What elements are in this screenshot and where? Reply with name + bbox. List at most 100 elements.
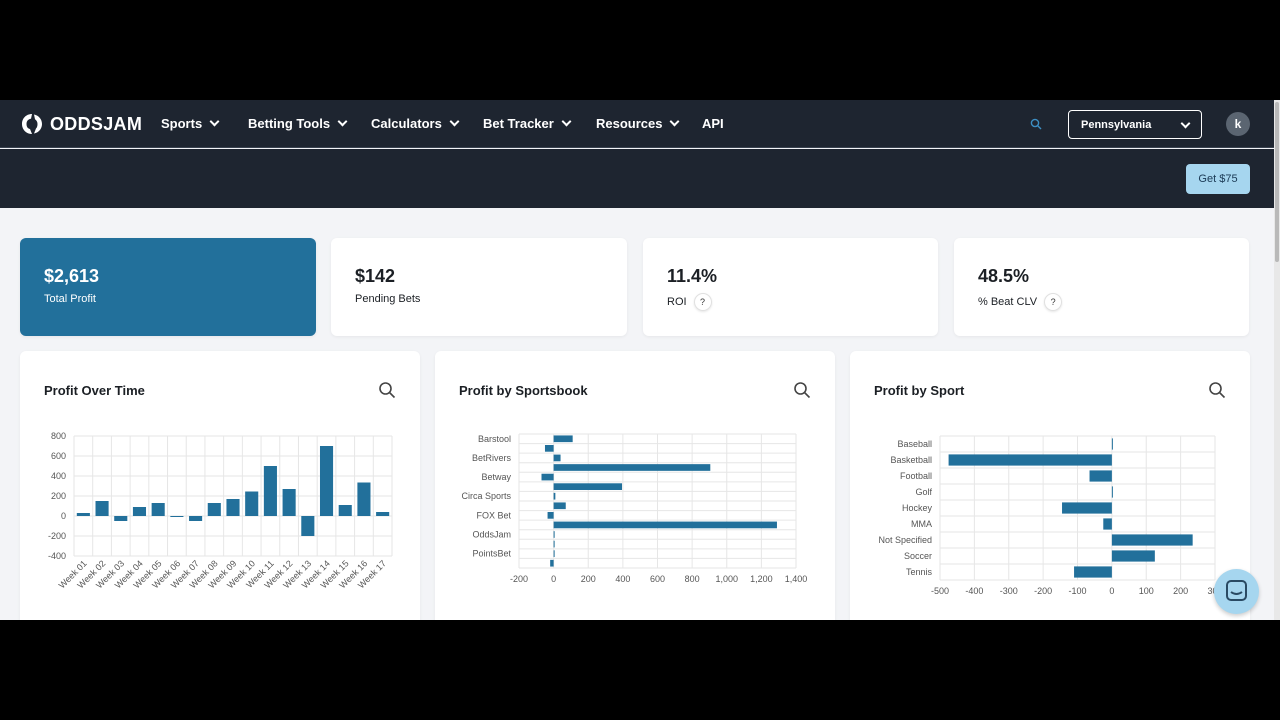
oddsjam-logo-icon bbox=[22, 114, 42, 134]
nav-bet-tracker[interactable]: Bet Tracker bbox=[483, 116, 572, 131]
y-tick-label: 0 bbox=[61, 511, 66, 521]
bar bbox=[553, 454, 561, 462]
top-navbar: ODDSJAM Sports Betting Tools Calculators… bbox=[0, 100, 1274, 148]
bar bbox=[1111, 550, 1155, 562]
bar bbox=[301, 516, 315, 536]
chat-launcher-button[interactable] bbox=[1214, 569, 1259, 614]
y-tick-label: BetRivers bbox=[472, 453, 512, 463]
bar bbox=[544, 445, 554, 452]
avatar[interactable]: k bbox=[1226, 112, 1250, 136]
stat-label-text: Total Profit bbox=[44, 293, 96, 305]
stat-label-text: Pending Bets bbox=[355, 293, 421, 305]
chat-icon bbox=[1226, 580, 1247, 601]
y-tick-label: Circa Sports bbox=[461, 491, 511, 501]
x-tick-label: 600 bbox=[650, 574, 665, 584]
y-tick-label: Not Specified bbox=[878, 535, 932, 545]
bar bbox=[541, 473, 554, 481]
bar bbox=[1111, 438, 1113, 450]
stat-label-text: ROI bbox=[667, 296, 687, 308]
x-tick-label: 1,000 bbox=[715, 574, 738, 584]
bar bbox=[207, 503, 221, 516]
nav-api[interactable]: API bbox=[702, 116, 724, 131]
nav-sports[interactable]: Sports bbox=[161, 116, 220, 131]
card-title: Profit Over Time bbox=[44, 383, 145, 398]
bar bbox=[376, 512, 390, 516]
y-tick-label: MMA bbox=[911, 519, 932, 529]
chevron-down-icon bbox=[337, 116, 348, 127]
bar bbox=[553, 502, 566, 510]
x-tick-label: -100 bbox=[1068, 586, 1086, 596]
chevron-down-icon bbox=[209, 116, 220, 127]
y-tick-label: Barstool bbox=[478, 434, 511, 444]
help-icon[interactable]: ? bbox=[693, 293, 712, 311]
x-tick-label: 200 bbox=[581, 574, 596, 584]
x-tick-label: -300 bbox=[1000, 586, 1018, 596]
stat-pending-bets: $142 Pending Bets bbox=[331, 238, 627, 336]
y-tick-label: Football bbox=[900, 471, 932, 481]
search-icon[interactable] bbox=[1030, 118, 1042, 130]
scrollbar-thumb[interactable] bbox=[1275, 102, 1279, 262]
bar bbox=[170, 516, 184, 517]
stat-label: Total Profit bbox=[44, 293, 292, 305]
x-tick-label: 400 bbox=[615, 574, 630, 584]
y-tick-label: Betway bbox=[481, 472, 511, 482]
bar bbox=[95, 501, 109, 516]
nav-resources[interactable]: Resources bbox=[596, 116, 680, 131]
bar bbox=[553, 492, 556, 500]
x-tick-label: 1,200 bbox=[750, 574, 773, 584]
card-profit-by-sportsbook: Profit by Sportsbook -200 0 200 400 600 800 1,… bbox=[435, 351, 835, 620]
bar bbox=[1111, 534, 1193, 546]
nav-calculators[interactable]: Calculators bbox=[371, 116, 460, 131]
card-profit-over-time: Profit Over Time 800 600 400 200 0 -200 -400 We… bbox=[20, 351, 420, 620]
nav-label: Sports bbox=[161, 116, 203, 131]
zoom-icon[interactable] bbox=[1208, 381, 1226, 399]
bar bbox=[357, 482, 371, 516]
chevron-down-icon bbox=[1180, 118, 1191, 129]
state-select[interactable]: Pennsylvania bbox=[1068, 110, 1202, 139]
y-tick-label: Golf bbox=[915, 487, 932, 497]
stat-value: $2,613 bbox=[44, 266, 100, 286]
stat-label: Pending Bets bbox=[355, 293, 603, 305]
y-tick-label: 800 bbox=[51, 431, 66, 441]
chevron-down-icon bbox=[561, 116, 572, 127]
y-tick-label: -400 bbox=[48, 551, 66, 561]
y-tick-label: Soccer bbox=[904, 551, 932, 561]
bar bbox=[553, 483, 623, 490]
bar bbox=[553, 531, 555, 538]
y-tick-label: Baseball bbox=[897, 439, 932, 449]
x-tick-label: 100 bbox=[1139, 586, 1154, 596]
nav-label: Bet Tracker bbox=[483, 116, 554, 131]
help-icon[interactable]: ? bbox=[1044, 293, 1063, 311]
chart-profit-by-sportsbook: -200 0 200 400 600 800 1,000 1,200 1,400 Barstool… bbox=[461, 433, 808, 584]
bar bbox=[553, 521, 777, 529]
app-frame: ODDSJAM Sports Betting Tools Calculators… bbox=[0, 100, 1274, 620]
stat-label: % Beat CLV? bbox=[978, 293, 1225, 311]
card-title: Profit by Sport bbox=[874, 383, 965, 398]
stat-value: 48.5% bbox=[978, 266, 1030, 286]
bar bbox=[338, 505, 352, 516]
zoom-icon[interactable] bbox=[378, 381, 396, 399]
bar bbox=[553, 550, 555, 557]
y-tick-label: OddsJam bbox=[472, 530, 511, 540]
y-tick-label: Tennis bbox=[906, 567, 933, 577]
x-tick-label: -500 bbox=[931, 586, 949, 596]
logo[interactable]: ODDSJAM bbox=[20, 112, 142, 136]
bar bbox=[245, 491, 259, 516]
stat-beat-clv: 48.5% % Beat CLV? bbox=[954, 238, 1249, 336]
x-tick-label: 1,400 bbox=[785, 574, 808, 584]
get-75-button[interactable]: Get $75 bbox=[1186, 164, 1250, 194]
page-scrollbar[interactable] bbox=[1274, 100, 1280, 620]
y-tick-label: Basketball bbox=[890, 455, 932, 465]
zoom-icon[interactable] bbox=[793, 381, 811, 399]
nav-betting-tools[interactable]: Betting Tools bbox=[248, 116, 348, 131]
chart-profit-by-sport: -500-400-300-200-1000100200300BaseballBa… bbox=[878, 435, 1223, 596]
chevron-down-icon bbox=[670, 116, 680, 127]
bar bbox=[76, 513, 90, 516]
bar bbox=[1103, 518, 1112, 530]
bar bbox=[114, 516, 128, 521]
x-tick-label: 800 bbox=[685, 574, 700, 584]
stat-value: $142 bbox=[355, 266, 396, 286]
nav-label: Resources bbox=[596, 116, 663, 131]
bar bbox=[1074, 566, 1112, 578]
y-tick-label: 400 bbox=[51, 471, 66, 481]
